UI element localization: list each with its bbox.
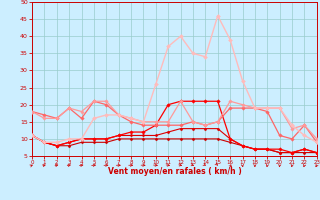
X-axis label: Vent moyen/en rafales ( km/h ): Vent moyen/en rafales ( km/h ): [108, 167, 241, 176]
